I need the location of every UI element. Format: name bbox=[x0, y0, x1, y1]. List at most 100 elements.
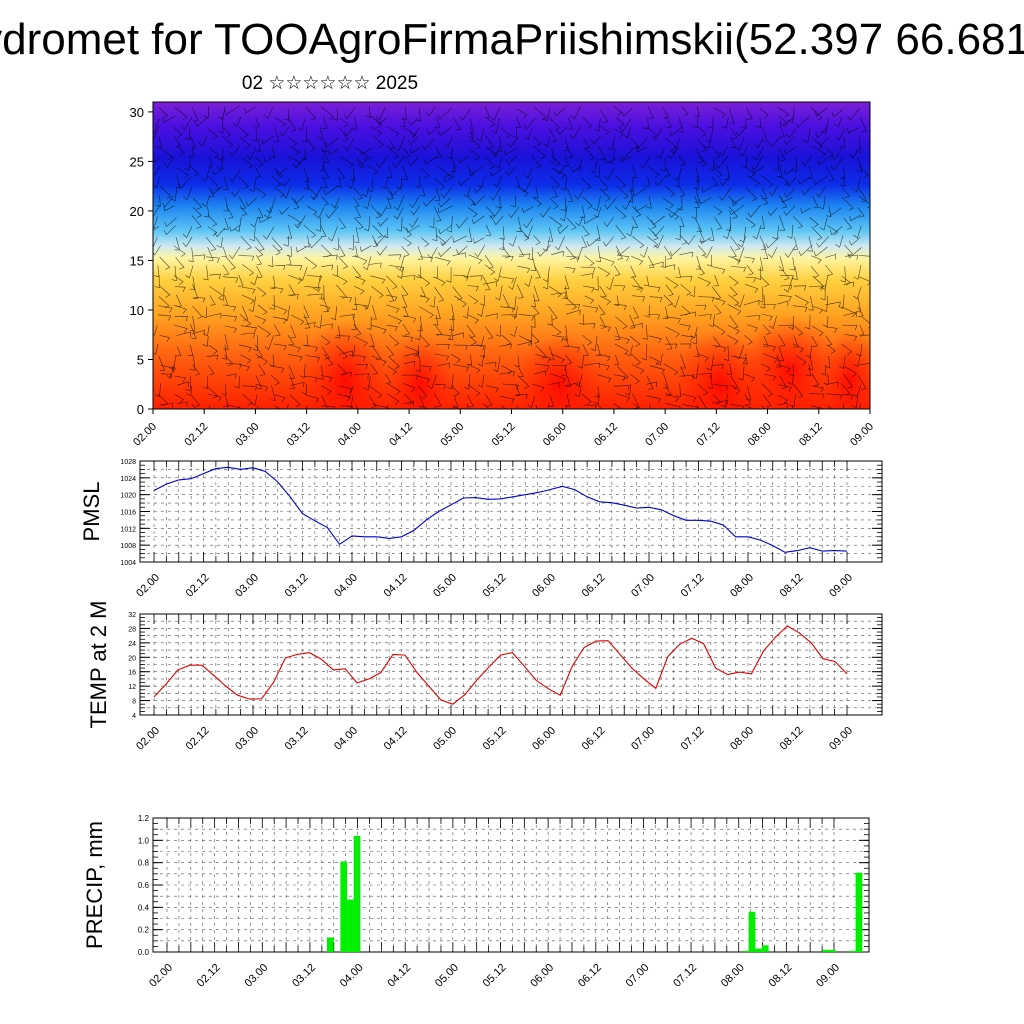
wind-barb bbox=[630, 322, 643, 329]
precip-x-tick-label: 09.00 bbox=[814, 962, 842, 990]
wind-barb bbox=[669, 126, 683, 137]
wind-barb bbox=[632, 187, 647, 197]
wind-barb bbox=[207, 246, 214, 261]
wind-barb bbox=[720, 393, 729, 408]
wind-barb bbox=[351, 116, 358, 130]
wind-barb bbox=[519, 253, 531, 259]
wind-barb bbox=[853, 264, 862, 280]
wind-barb bbox=[599, 177, 609, 191]
wind-barb bbox=[485, 116, 496, 128]
wind-barb bbox=[336, 275, 348, 285]
wind-barb bbox=[840, 266, 846, 283]
wind-barb bbox=[847, 127, 859, 134]
pmsl-y-tick-label: 1028 bbox=[120, 459, 136, 466]
wind-barb bbox=[738, 365, 745, 381]
wind-barb bbox=[795, 115, 810, 128]
wind-barb bbox=[224, 325, 237, 333]
wind-barb bbox=[594, 385, 600, 398]
wind-barb bbox=[419, 256, 433, 263]
wind-barb bbox=[320, 323, 333, 329]
wind-barb bbox=[731, 266, 746, 273]
wind-barb bbox=[730, 375, 739, 390]
wind-barb bbox=[548, 346, 555, 361]
wind-barb bbox=[762, 394, 772, 408]
wind-barb bbox=[222, 126, 232, 138]
wind-barb bbox=[376, 117, 388, 125]
wind-barb bbox=[499, 276, 515, 284]
chart-subtitle: 02 ☆☆☆☆☆☆ 2025 bbox=[241, 73, 419, 94]
wind-barb bbox=[353, 355, 366, 362]
wind-barb bbox=[792, 343, 804, 353]
wind-barb bbox=[327, 148, 339, 156]
wind-barb bbox=[665, 284, 674, 297]
pmsl-y-tick-label: 1016 bbox=[120, 510, 136, 517]
wind-barb bbox=[191, 107, 199, 122]
wind-barb bbox=[617, 366, 629, 380]
wind-barb bbox=[467, 207, 478, 218]
wind-barb bbox=[760, 275, 770, 288]
wind-barb bbox=[579, 205, 586, 219]
wind-barb bbox=[706, 355, 714, 371]
wind-barb bbox=[159, 335, 170, 343]
wind-barb bbox=[604, 197, 617, 210]
xsec-x-tick-label: 03.12 bbox=[285, 421, 313, 449]
wind-barb bbox=[786, 128, 797, 139]
wind-barb bbox=[420, 237, 430, 247]
wind-barb bbox=[203, 265, 209, 281]
wind-barb bbox=[377, 217, 389, 227]
wind-barb bbox=[174, 304, 187, 314]
wind-barb bbox=[354, 303, 368, 311]
wind-barb bbox=[535, 345, 547, 359]
wind-barb bbox=[501, 365, 512, 375]
wind-barb bbox=[321, 175, 328, 189]
wind-barb bbox=[286, 246, 292, 257]
wind-barb bbox=[476, 336, 485, 348]
wind-barb bbox=[184, 126, 191, 141]
wind-barb bbox=[387, 383, 401, 395]
temp-x-tick-label: 07.12 bbox=[679, 725, 707, 753]
xsec-y-tick-label: 10 bbox=[130, 303, 144, 318]
wind-barb bbox=[641, 344, 648, 361]
wind-barb bbox=[450, 385, 460, 397]
wind-barb bbox=[315, 216, 322, 232]
wind-barb bbox=[564, 266, 576, 274]
wind-barb bbox=[270, 385, 276, 401]
wind-barb bbox=[355, 147, 369, 160]
wind-barb bbox=[435, 277, 446, 287]
wind-barb bbox=[221, 344, 228, 360]
wind-barb bbox=[680, 343, 692, 349]
wind-barb bbox=[434, 353, 450, 361]
wind-barb bbox=[518, 246, 525, 258]
wind-barb bbox=[335, 325, 341, 339]
wind-barb bbox=[202, 336, 209, 347]
wind-barb bbox=[186, 385, 193, 397]
wind-barb bbox=[823, 374, 829, 385]
precip-bar bbox=[755, 948, 762, 952]
wind-barb bbox=[859, 325, 865, 336]
wind-barb bbox=[712, 176, 719, 187]
wind-barb bbox=[386, 166, 393, 179]
wind-barb bbox=[615, 116, 625, 127]
wind-barb bbox=[276, 166, 288, 176]
wind-barb bbox=[228, 246, 241, 260]
wind-barb bbox=[768, 315, 777, 330]
wind-barb bbox=[615, 304, 627, 311]
wind-barb bbox=[829, 226, 843, 236]
wind-barb bbox=[713, 275, 719, 287]
wind-barb bbox=[858, 187, 868, 203]
wind-barb bbox=[785, 176, 797, 187]
wind-barb bbox=[838, 294, 845, 309]
wind-barb bbox=[779, 375, 788, 389]
wind-barb bbox=[288, 136, 298, 147]
wind-barb bbox=[527, 247, 533, 261]
wind-barb bbox=[423, 155, 438, 165]
wind-barb bbox=[322, 296, 329, 313]
wind-barb bbox=[758, 286, 764, 303]
wind-barb bbox=[435, 333, 452, 341]
precip-x-tick-label: 07.00 bbox=[624, 962, 652, 990]
wind-barb bbox=[239, 136, 251, 149]
wind-barb bbox=[386, 294, 398, 302]
wind-barb bbox=[415, 176, 421, 189]
wind-barb bbox=[594, 118, 601, 132]
wind-barb bbox=[808, 285, 823, 291]
